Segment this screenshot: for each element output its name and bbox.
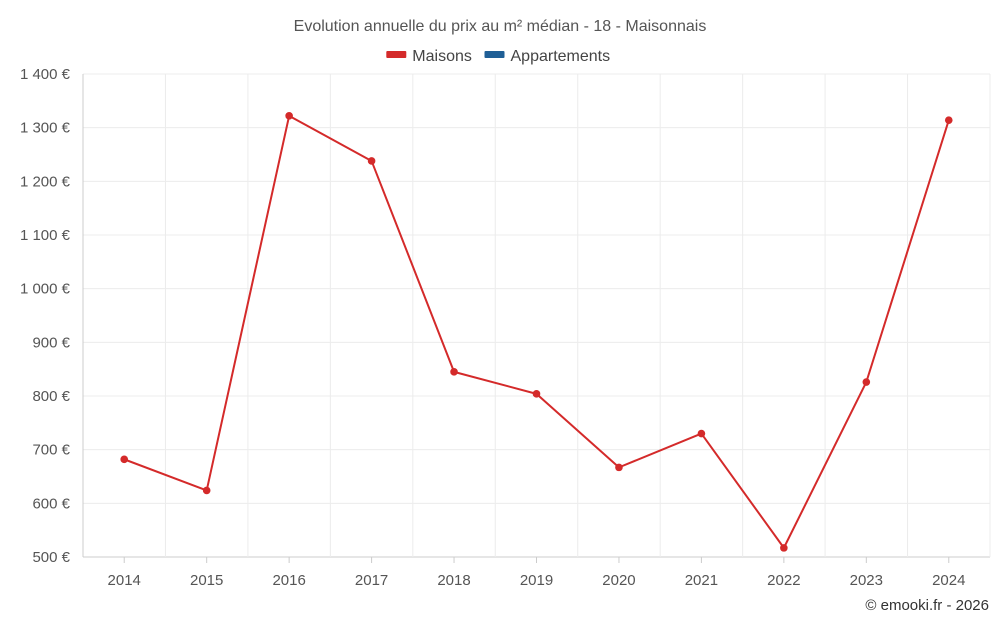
x-tick-label: 2017 <box>355 572 388 589</box>
y-tick-label: 800 € <box>32 388 70 405</box>
x-tick-label: 2016 <box>272 572 305 589</box>
series-group <box>120 112 953 552</box>
data-point[interactable] <box>367 157 376 165</box>
x-tick-label: 2022 <box>767 572 800 589</box>
y-tick-label: 1 200 € <box>20 173 71 190</box>
y-tick-label: 1 300 € <box>20 120 71 137</box>
data-point[interactable] <box>450 368 458 376</box>
x-tick-label: 2019 <box>520 572 553 589</box>
data-point[interactable] <box>285 112 293 120</box>
y-tick-label: 900 € <box>32 334 70 351</box>
grid <box>82 73 991 558</box>
chart-title: Evolution annuelle du prix au m² médian … <box>294 18 707 35</box>
axes: 500 € 600 € 700 € 800 € 900 € 1 000 € 1 100 € 1… <box>20 66 966 589</box>
legend-item-maisons[interactable]: Maisons <box>386 48 472 65</box>
data-point[interactable] <box>944 116 953 124</box>
x-tick-label: 2024 <box>932 572 965 589</box>
x-tick-label: 2023 <box>850 572 883 589</box>
legend-swatch <box>484 51 505 58</box>
legend-swatch <box>386 51 407 58</box>
y-tick-label: 1 000 € <box>20 281 71 298</box>
x-tick-label: 2014 <box>108 572 141 589</box>
legend-item-appartements[interactable]: Appartements <box>484 48 611 65</box>
x-tick-label: 2021 <box>685 572 718 589</box>
data-point[interactable] <box>532 390 541 398</box>
y-tick-label: 600 € <box>32 495 70 512</box>
data-point[interactable] <box>120 455 129 464</box>
y-tick-label: 700 € <box>32 442 70 459</box>
data-point[interactable] <box>202 486 211 495</box>
legend-label: Maisons <box>412 48 472 65</box>
legend-label: Appartements <box>511 48 611 65</box>
data-point[interactable] <box>697 429 706 438</box>
data-point[interactable] <box>615 463 623 472</box>
data-point[interactable] <box>862 378 871 386</box>
credit-text: © emooki.fr - 2026 <box>865 597 989 614</box>
legend: Maisons Appartements <box>386 48 610 65</box>
data-point[interactable] <box>780 544 788 552</box>
x-tick-label: 2015 <box>190 572 223 589</box>
y-tick-label: 1 400 € <box>20 66 71 83</box>
x-tick-label: 2020 <box>602 572 635 589</box>
x-tick-label: 2018 <box>437 572 470 589</box>
y-tick-label: 500 € <box>32 549 70 566</box>
y-tick-label: 1 100 € <box>20 227 71 244</box>
